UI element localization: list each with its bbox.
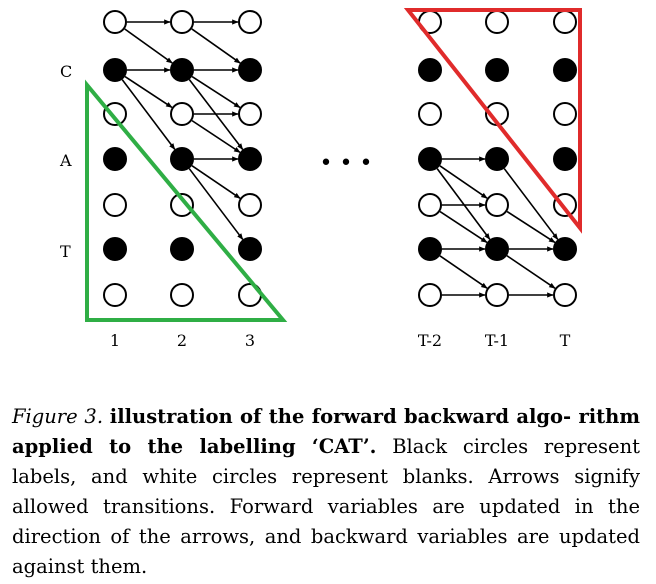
transition-arrow-c3r4-to-c4r5 [439, 210, 488, 244]
blank-node-c3-r4 [418, 193, 442, 217]
blank-node-c1-r6 [170, 283, 194, 307]
label-node-c0-r1 [103, 58, 127, 82]
blank-node-c2-r2 [238, 102, 262, 126]
transition-arrow-c3r3-to-c4r4 [439, 165, 488, 199]
transition-arrow-c1r2-to-c2r3 [191, 119, 241, 154]
label-node-c3-r3 [418, 147, 442, 171]
transition-arrow-c1r0-to-c2r1 [191, 28, 241, 64]
blank-node-c2-r0 [238, 10, 262, 34]
label-node-c0-r5 [103, 237, 127, 261]
blank-node-c1-r4 [170, 193, 194, 217]
column-label-2: 2 [177, 331, 187, 350]
transition-arrows [121, 19, 559, 298]
caption-body: Black circles represent labels, and whit… [12, 435, 640, 578]
label-node-c1-r3 [170, 147, 194, 171]
row-label-t: T [60, 242, 71, 261]
transition-arrow-c4r4-to-c5r5 [506, 210, 556, 244]
column-labels: 1 2 3 T-2 T-1 T [110, 331, 571, 350]
label-node-c4-r3 [485, 147, 509, 171]
blank-node-c2-r4 [238, 193, 262, 217]
transition-arrow-c1r3-to-c2r4 [191, 165, 241, 199]
column-label-t-minus-1: T-1 [485, 331, 509, 350]
label-node-c1-r1 [170, 58, 194, 82]
transition-arrow-c3r5-to-c4r6 [439, 255, 488, 289]
caption-title: illustration of the forward backward alg… [12, 405, 640, 458]
transition-arrow-c1r3-to-c2r5 [188, 168, 244, 240]
row-label-a: A [59, 151, 72, 170]
lattice-nodes [103, 10, 577, 307]
blank-node-c4-r6 [485, 283, 509, 307]
blank-node-c5-r6 [553, 283, 577, 307]
column-label-t-minus-2: T-2 [418, 331, 442, 350]
blank-node-c0-r6 [103, 283, 127, 307]
label-node-c4-r5 [485, 237, 509, 261]
transition-arrow-c0r1-to-c1r3 [121, 79, 176, 150]
column-label-t: T [560, 331, 571, 350]
label-node-c3-r5 [418, 237, 442, 261]
label-node-c1-r5 [170, 237, 194, 261]
forward-backward-lattice-diagram: C A T 1 2 3 T-2 T-1 T • • • [59, 8, 582, 350]
blank-node-c1-r0 [170, 10, 194, 34]
label-node-c2-r3 [238, 147, 262, 171]
label-node-c5-r5 [553, 237, 577, 261]
label-node-c0-r3 [103, 147, 127, 171]
blank-node-c4-r4 [485, 193, 509, 217]
highlight-regions [85, 8, 582, 322]
blank-node-c0-r2 [103, 102, 127, 126]
column-label-1: 1 [110, 331, 120, 350]
unreachable-end-region [403, 8, 582, 234]
blank-node-c0-r4 [103, 193, 127, 217]
figure-caption: Figure 3. illustration of the forward ba… [12, 402, 640, 582]
label-node-c4-r1 [485, 58, 509, 82]
label-node-c5-r3 [553, 147, 577, 171]
transition-arrow-c4r3-to-c5r5 [503, 168, 559, 240]
label-node-c5-r1 [553, 58, 577, 82]
column-label-3: 3 [245, 331, 255, 350]
blank-node-c5-r0 [553, 10, 577, 34]
blank-node-c3-r2 [418, 102, 442, 126]
unreachable-start-region [85, 79, 288, 322]
blank-node-c0-r0 [103, 10, 127, 34]
blank-node-c5-r2 [553, 102, 577, 126]
transition-arrow-c4r5-to-c5r6 [506, 255, 556, 289]
label-node-c3-r1 [418, 58, 442, 82]
transition-arrow-c0r1-to-c1r2 [124, 75, 173, 109]
label-node-c2-r5 [238, 237, 262, 261]
blank-node-c4-r0 [485, 10, 509, 34]
label-node-c2-r1 [238, 58, 262, 82]
blank-node-c3-r6 [418, 283, 442, 307]
figure-number: Figure 3. [12, 405, 104, 428]
transition-arrow-c0r0-to-c1r1 [124, 28, 173, 64]
row-label-c: C [60, 62, 72, 81]
ellipsis: • • • [320, 151, 373, 176]
row-labels: C A T [59, 62, 72, 261]
transition-arrow-c1r1-to-c2r2 [191, 75, 241, 109]
transition-arrow-c3r3-to-c4r5 [436, 168, 491, 240]
blank-node-c1-r2 [170, 102, 194, 126]
